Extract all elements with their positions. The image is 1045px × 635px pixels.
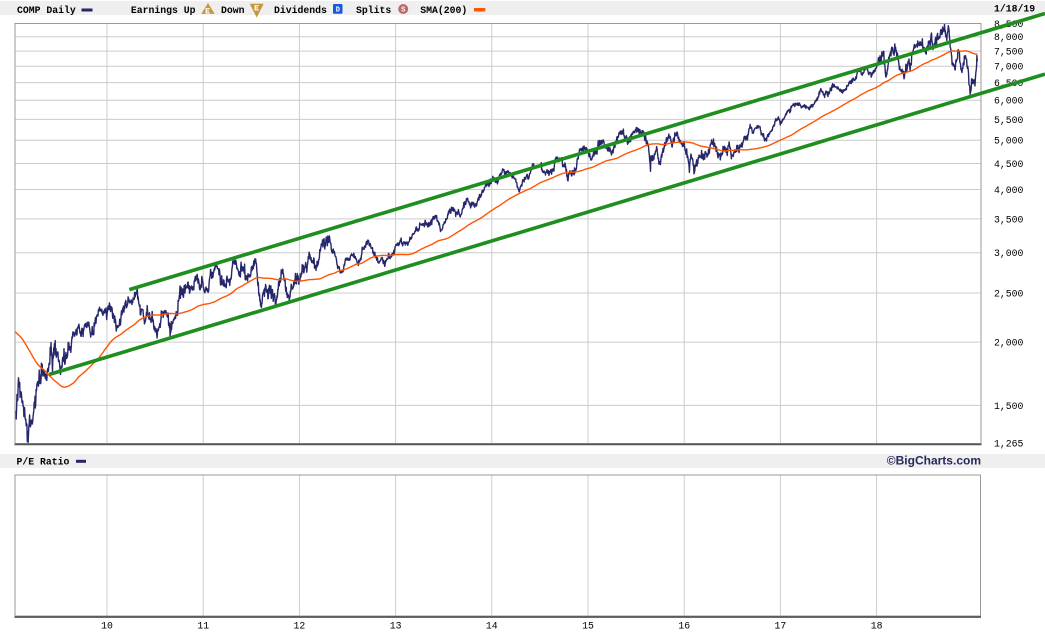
svg-text:S: S: [401, 7, 405, 15]
svg-text:15: 15: [582, 621, 594, 632]
svg-text:11: 11: [197, 621, 209, 632]
svg-text:Splits: Splits: [356, 5, 391, 16]
svg-text:SMA(200): SMA(200): [420, 5, 467, 16]
svg-text:©BigCharts.com: ©BigCharts.com: [887, 454, 981, 468]
svg-text:1/18/19: 1/18/19: [994, 4, 1035, 15]
svg-text:8,000: 8,000: [994, 32, 1024, 43]
svg-text:10: 10: [101, 621, 113, 632]
svg-text:2,500: 2,500: [994, 288, 1024, 299]
svg-text:COMP Daily: COMP Daily: [17, 5, 76, 16]
svg-text:2,000: 2,000: [994, 338, 1024, 349]
svg-text:Dividends: Dividends: [274, 5, 327, 16]
svg-text:D: D: [336, 7, 340, 15]
svg-text:Down: Down: [221, 5, 245, 16]
svg-text:3,000: 3,000: [994, 248, 1024, 259]
svg-text:14: 14: [486, 621, 498, 632]
svg-text:6,000: 6,000: [994, 96, 1024, 107]
svg-text:4,500: 4,500: [994, 159, 1024, 170]
svg-text:1,265: 1,265: [994, 438, 1024, 449]
svg-text:5,500: 5,500: [994, 115, 1024, 126]
svg-text:17: 17: [775, 621, 787, 632]
svg-text:13: 13: [390, 621, 402, 632]
svg-text:P/E Ratio: P/E Ratio: [17, 456, 70, 467]
svg-text:16: 16: [678, 621, 690, 632]
svg-text:18: 18: [871, 621, 883, 632]
svg-text:7,000: 7,000: [994, 62, 1024, 73]
svg-text:5,000: 5,000: [994, 136, 1024, 147]
svg-text:12: 12: [294, 621, 306, 632]
svg-text:Earnings Up: Earnings Up: [131, 5, 196, 16]
svg-text:1,500: 1,500: [994, 401, 1024, 412]
svg-text:4,000: 4,000: [994, 185, 1024, 196]
svg-text:3,500: 3,500: [994, 214, 1024, 225]
svg-text:7,500: 7,500: [994, 47, 1024, 58]
